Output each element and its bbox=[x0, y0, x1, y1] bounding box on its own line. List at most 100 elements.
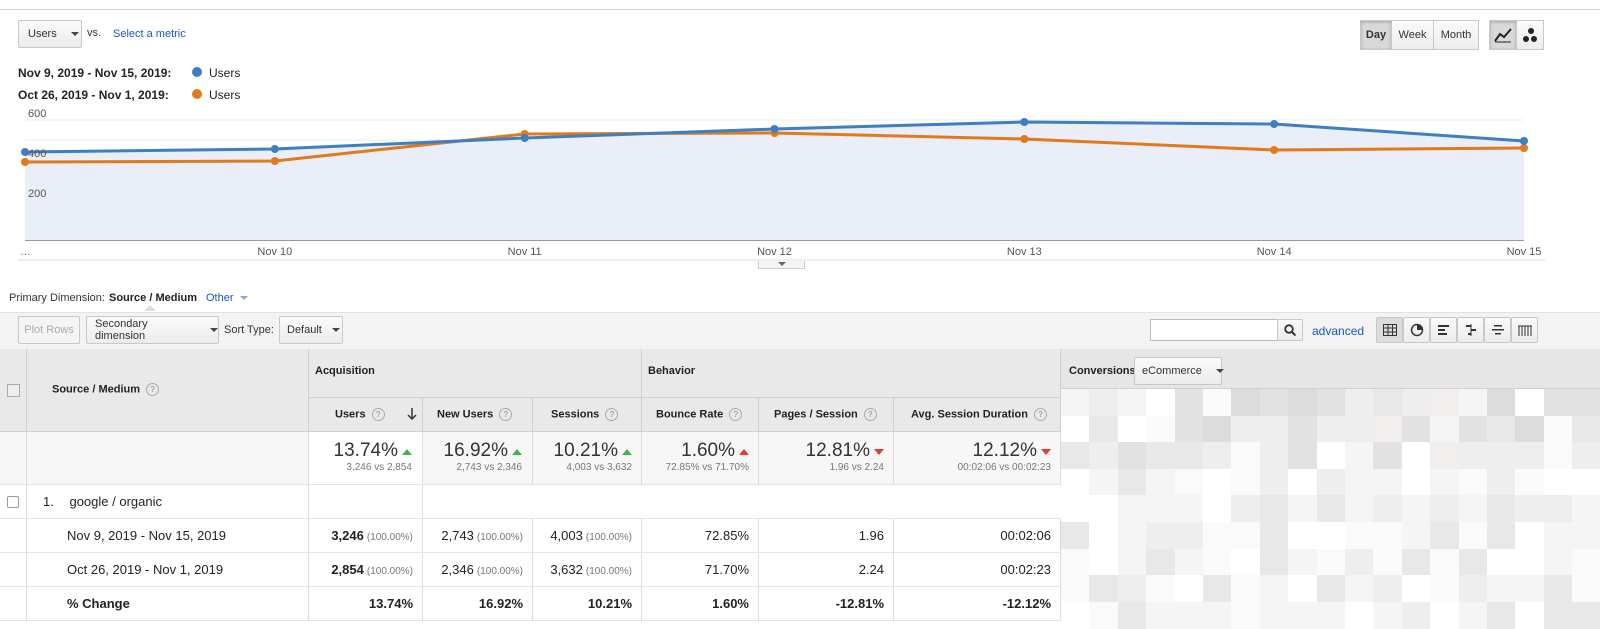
x-tick-label: Nov 15 bbox=[1507, 246, 1542, 258]
search-button[interactable] bbox=[1277, 319, 1303, 341]
blurred-pixel bbox=[1317, 522, 1346, 549]
blurred-pixel bbox=[1402, 389, 1431, 416]
data-point[interactable] bbox=[270, 157, 279, 165]
comparison-view-button[interactable] bbox=[1457, 317, 1484, 343]
secondary-dimension-select[interactable]: Secondary dimension bbox=[86, 316, 219, 344]
blurred-pixel bbox=[1288, 389, 1317, 416]
blurred-pixel bbox=[1572, 416, 1600, 443]
primary-dimension-other[interactable]: Other bbox=[206, 292, 248, 304]
column-pages-session[interactable]: Pages / Session? bbox=[759, 398, 894, 432]
subrow-percent: (100.00%) bbox=[366, 566, 413, 577]
summary-avg-session-duration: 12.12% 00:02:06 vs 00:02:23 bbox=[894, 432, 1061, 485]
blurred-pixel bbox=[1118, 549, 1147, 576]
data-point[interactable] bbox=[1270, 146, 1279, 154]
series-area bbox=[25, 122, 1524, 240]
blurred-pixel bbox=[1231, 575, 1260, 602]
conversions-select[interactable]: eCommerce bbox=[1134, 357, 1224, 385]
granularity-day-button[interactable]: Day bbox=[1360, 20, 1392, 50]
performance-view-button[interactable] bbox=[1430, 317, 1457, 343]
subrow-value-cell: 2,854 (100.00%) bbox=[309, 553, 423, 587]
blurred-pixel bbox=[1089, 416, 1118, 443]
line-chart-button[interactable] bbox=[1489, 20, 1517, 50]
column-users-label: Users bbox=[335, 408, 366, 421]
data-point[interactable] bbox=[1520, 137, 1528, 145]
summary-new-users: 16.92% 2,743 vs 2,346 bbox=[423, 432, 533, 485]
blurred-pixel bbox=[1118, 416, 1147, 443]
blurred-pixel bbox=[1175, 416, 1204, 443]
dimension-header[interactable]: Source / Medium? bbox=[27, 349, 309, 432]
help-icon: ? bbox=[863, 408, 877, 421]
blurred-pixel bbox=[1487, 495, 1516, 522]
select-metric-link[interactable]: Select a metric bbox=[113, 28, 186, 40]
blurred-pixel bbox=[1402, 469, 1431, 496]
column-new-users-label: New Users bbox=[437, 408, 494, 421]
help-icon: ? bbox=[499, 408, 513, 421]
pivot-view-button[interactable] bbox=[1511, 317, 1538, 343]
select-all-checkbox[interactable] bbox=[7, 384, 20, 397]
table-search-input[interactable] bbox=[1150, 319, 1278, 341]
motion-chart-button[interactable] bbox=[1516, 20, 1544, 50]
grid-view-button[interactable] bbox=[1376, 317, 1403, 343]
data-point[interactable] bbox=[1520, 144, 1528, 152]
subrow-value: 71.70% bbox=[704, 562, 749, 577]
column-new-users[interactable]: New Users? bbox=[423, 398, 533, 432]
row-dimension-link[interactable]: google / organic bbox=[69, 494, 162, 509]
column-avg-session-duration[interactable]: Avg. Session Duration? bbox=[894, 398, 1061, 432]
blurred-pixel bbox=[1515, 416, 1544, 443]
subrow-value-cell: 10.21% bbox=[533, 587, 642, 621]
legend-range-1: Nov 9, 2019 - Nov 15, 2019: bbox=[18, 66, 172, 80]
blurred-pixel bbox=[1089, 389, 1118, 416]
blurred-pixel bbox=[1061, 522, 1090, 549]
column-users[interactable]: Users? bbox=[309, 398, 423, 432]
blurred-pixel bbox=[1459, 549, 1488, 576]
chart-collapse-handle[interactable] bbox=[758, 261, 805, 269]
subrow-value: 16.92% bbox=[478, 596, 523, 611]
plot-rows-button[interactable]: Plot Rows bbox=[18, 316, 80, 344]
granularity-month-button[interactable]: Month bbox=[1433, 20, 1479, 50]
chevron-down-icon bbox=[239, 296, 248, 301]
data-point[interactable] bbox=[21, 158, 29, 166]
blurred-pixel bbox=[1459, 575, 1488, 602]
blurred-pixel bbox=[1345, 469, 1374, 496]
conversions-select-label: eCommerce bbox=[1142, 365, 1202, 377]
trend-down-icon bbox=[874, 448, 884, 455]
chevron-down-icon bbox=[210, 328, 218, 332]
blurred-pixel bbox=[1373, 469, 1402, 496]
blurred-pixel bbox=[1430, 495, 1459, 522]
row-dimension-cell[interactable]: 1. google / organic bbox=[27, 485, 309, 519]
blurred-pixel bbox=[1175, 495, 1204, 522]
blurred-pixel bbox=[1572, 442, 1600, 469]
data-point[interactable] bbox=[1020, 118, 1029, 126]
advanced-link[interactable]: advanced bbox=[1312, 324, 1365, 338]
blurred-pixel bbox=[1146, 575, 1175, 602]
blurred-pixel bbox=[1288, 495, 1317, 522]
blurred-pixel bbox=[1345, 522, 1374, 549]
data-point[interactable] bbox=[1270, 120, 1279, 128]
granularity-week-button[interactable]: Week bbox=[1391, 20, 1434, 50]
primary-dimension-source-medium[interactable]: Source / Medium bbox=[109, 292, 198, 304]
blurred-pixel bbox=[1203, 389, 1232, 416]
data-point[interactable] bbox=[21, 148, 29, 156]
blurred-pixel bbox=[1118, 389, 1147, 416]
pie-view-button[interactable] bbox=[1403, 317, 1430, 343]
blurred-pixel bbox=[1572, 495, 1600, 522]
blurred-pixel bbox=[1373, 575, 1402, 602]
column-sessions[interactable]: Sessions? bbox=[533, 398, 642, 432]
data-point[interactable] bbox=[270, 145, 279, 153]
row-checkbox[interactable] bbox=[7, 496, 19, 508]
blurred-pixel bbox=[1175, 522, 1204, 549]
blurred-pixel bbox=[1089, 522, 1118, 549]
metric-select[interactable]: Users bbox=[18, 20, 82, 48]
blurred-pixel bbox=[1146, 442, 1175, 469]
data-point[interactable] bbox=[770, 125, 779, 133]
blurred-pixel bbox=[1373, 495, 1402, 522]
term-cloud-button[interactable] bbox=[1484, 317, 1511, 343]
search-icon bbox=[1284, 324, 1296, 336]
blurred-pixel bbox=[1515, 575, 1544, 602]
sort-type-select[interactable]: Default bbox=[279, 316, 343, 344]
subrow-value-cell: -12.12% bbox=[894, 587, 1061, 621]
data-point[interactable] bbox=[520, 134, 529, 142]
data-point[interactable] bbox=[1020, 135, 1029, 143]
blurred-pixel bbox=[1288, 575, 1317, 602]
column-bounce-rate[interactable]: Bounce Rate? bbox=[642, 398, 759, 432]
